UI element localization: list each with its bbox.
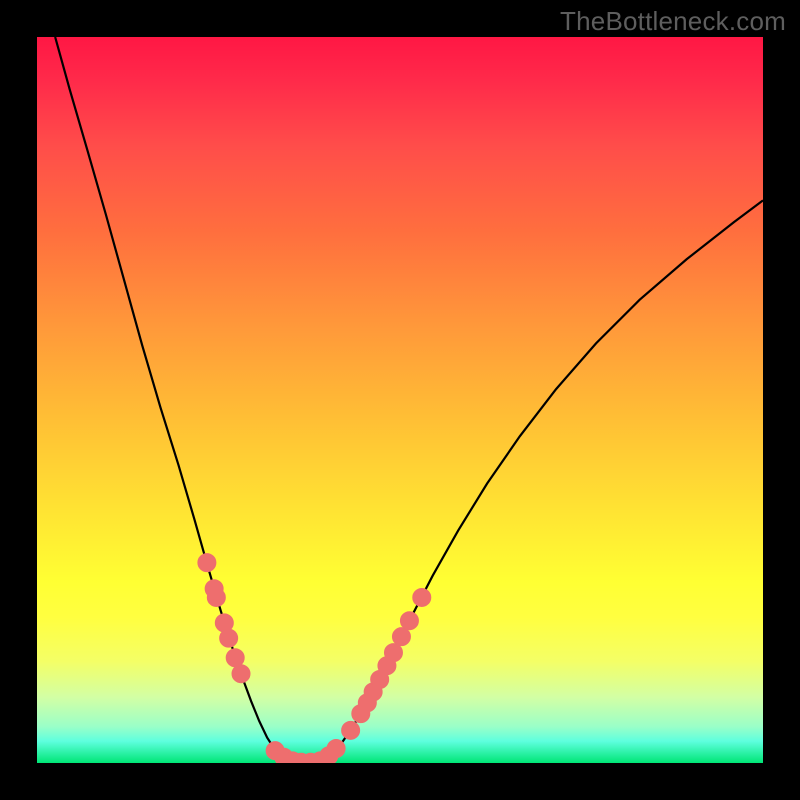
plot-area xyxy=(37,37,763,763)
data-marker xyxy=(342,721,360,739)
data-marker xyxy=(327,739,345,757)
data-marker xyxy=(384,644,402,662)
data-markers xyxy=(198,554,431,763)
data-marker xyxy=(226,649,244,667)
data-marker xyxy=(198,554,216,572)
curve-svg xyxy=(37,37,763,763)
data-marker xyxy=(400,612,418,630)
bottleneck-curve xyxy=(55,37,763,763)
data-marker xyxy=(232,665,250,683)
data-marker xyxy=(220,629,238,647)
data-marker xyxy=(392,628,410,646)
watermark-text: TheBottleneck.com xyxy=(560,6,786,37)
data-marker xyxy=(413,588,431,606)
data-marker xyxy=(207,588,225,606)
